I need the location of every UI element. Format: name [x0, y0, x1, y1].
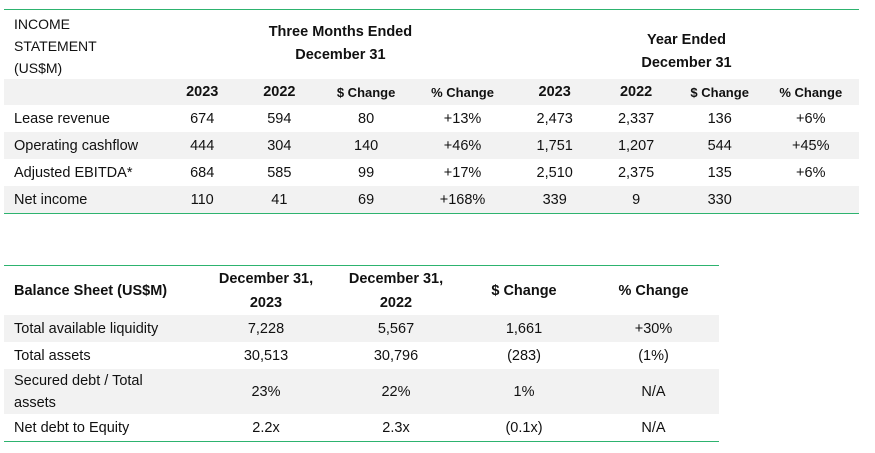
table-row: Total available liquidity 7,228 5,567 1,… [4, 315, 719, 342]
table-cell: 330 [676, 186, 763, 214]
table-row: Adjusted EBITDA* 684 585 99 +17% 2,510 2… [4, 159, 859, 186]
table-cell: (283) [507, 347, 541, 364]
table-cell: 585 [267, 164, 292, 181]
table-row: Lease revenue 674 594 80 +13% 2,473 2,33… [4, 105, 859, 132]
table-cell: +168% [411, 186, 514, 214]
row-label: Net debt to Equity [14, 419, 130, 436]
table-cell: +46% [411, 132, 514, 159]
row-label: Adjusted EBITDA* [14, 164, 133, 181]
row-label: Secured debt / Total assets [4, 369, 200, 414]
column-header: % Change [762, 79, 859, 105]
table-cell: +13% [443, 110, 482, 127]
table-cell: 2,375 [617, 164, 655, 181]
table-cell: 2,510 [536, 164, 573, 181]
table-cell: 2.2x [252, 419, 280, 436]
table-cell: 9 [595, 186, 677, 214]
table-cell: 339 [513, 186, 596, 214]
table-row: Net income 110 41 69 +168% 339 9 330 [4, 186, 859, 214]
table-row: Net debt to Equity 2.2x 2.3x (0.1x) N/A [4, 414, 719, 442]
column-header: $ Change [321, 79, 412, 105]
table-cell: 594 [267, 110, 292, 127]
row-label: Operating cashflow [4, 132, 167, 159]
table-cell: +45% [762, 132, 859, 159]
table-row: Operating cashflow 444 304 140 +46% 1,75… [4, 132, 859, 159]
balance-title: Balance Sheet (US$M) [14, 282, 168, 299]
column-header: December 31, 2022 [348, 270, 444, 311]
table-cell: 136 [707, 110, 732, 127]
table-cell: 99 [358, 164, 375, 181]
table-cell: 544 [676, 132, 763, 159]
column-header: 2023 [513, 79, 596, 105]
column-header: 2023 [166, 79, 238, 105]
column-header: $ Change [491, 282, 557, 299]
income-header-row: INCOME STATEMENT (US$M) Three Months End… [4, 10, 859, 80]
table-cell: 69 [321, 186, 412, 214]
table-cell: 2,337 [617, 110, 655, 127]
table-cell: 2,473 [536, 110, 573, 127]
column-header: $ Change [676, 79, 763, 105]
table-cell: 41 [237, 186, 322, 214]
column-header-blank [4, 79, 167, 105]
table-cell: 444 [166, 132, 238, 159]
table-cell: 140 [321, 132, 412, 159]
column-header: December 31, 2023 [218, 270, 314, 311]
table-row: Secured debt / Total assets 23% 22% 1% N… [4, 369, 719, 414]
table-cell: 1,207 [595, 132, 677, 159]
table-cell: 2.3x [382, 419, 410, 436]
row-label: Total available liquidity [4, 315, 200, 342]
balance-header-row: Balance Sheet (US$M) December 31, 2023 D… [4, 266, 719, 316]
table-cell: 30,796 [373, 347, 419, 364]
year-ended-header: Year Ended December 31 [641, 32, 732, 71]
table-cell: (1%) [638, 347, 669, 364]
table-cell: 5,567 [332, 315, 460, 342]
table-cell: +6% [796, 164, 826, 181]
row-label: Lease revenue [14, 110, 110, 127]
column-header: % Change [411, 79, 514, 105]
row-label: Total assets [14, 347, 91, 364]
table-cell: 80 [358, 110, 375, 127]
table-cell: N/A [588, 369, 719, 414]
table-cell: 684 [190, 164, 215, 181]
table-cell: 304 [237, 132, 322, 159]
table-cell: 674 [190, 110, 215, 127]
table-cell: +30% [588, 315, 719, 342]
three-months-header: Three Months Ended December 31 [268, 24, 413, 63]
table-cell: (0.1x) [505, 419, 543, 436]
table-cell: 1% [460, 369, 588, 414]
row-label: Net income [4, 186, 167, 214]
income-title: INCOME STATEMENT (US$M) [14, 16, 97, 76]
table-cell: 110 [166, 186, 238, 214]
income-column-headers: 2023 2022 $ Change % Change 2023 2022 $ … [4, 79, 859, 105]
balance-sheet-table: Balance Sheet (US$M) December 31, 2023 D… [4, 265, 719, 442]
column-header: 2022 [595, 79, 677, 105]
table-cell: +6% [796, 110, 826, 127]
income-statement-table: INCOME STATEMENT (US$M) Three Months End… [4, 9, 859, 214]
table-cell [762, 186, 859, 214]
table-cell: 1,661 [460, 315, 588, 342]
table-cell: +17% [443, 164, 482, 181]
table-cell: 23% [200, 369, 332, 414]
column-header: 2022 [237, 79, 322, 105]
table-row: Total assets 30,513 30,796 (283) (1%) [4, 342, 719, 369]
table-cell: 7,228 [200, 315, 332, 342]
table-cell: 30,513 [243, 347, 289, 364]
column-header: % Change [618, 282, 689, 299]
table-cell: 1,751 [513, 132, 596, 159]
table-cell: N/A [641, 419, 666, 436]
table-cell: 135 [707, 164, 732, 181]
table-cell: 22% [332, 369, 460, 414]
